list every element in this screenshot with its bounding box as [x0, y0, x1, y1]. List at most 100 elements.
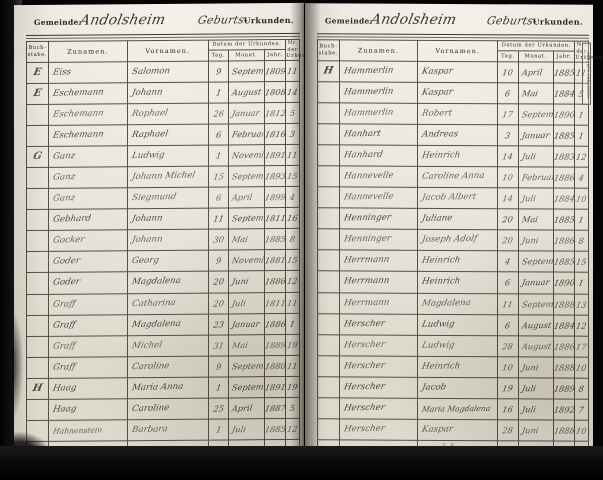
cell-tag-text: 15 — [212, 171, 225, 182]
cell-nr: 12 — [574, 314, 589, 336]
cell-jahr-text: 1883 — [552, 151, 576, 162]
cell-tag-text: 9 — [214, 65, 222, 77]
cell-tag-text: 14 — [501, 193, 514, 204]
cell-nr-text: 19 — [286, 339, 299, 350]
cell-nr-text: 7 — [578, 404, 586, 415]
cell-jahr: 1886 — [553, 230, 575, 252]
cell-jahr: 1892 — [553, 399, 575, 421]
cell-zuname: Herscher — [339, 397, 418, 420]
cell-buchstabe-text — [27, 410, 48, 411]
cell-zuname-text: Herrmann — [342, 255, 390, 266]
cell-vorname-text: Johann — [131, 86, 164, 98]
cell-buchstabe-text — [318, 366, 339, 367]
cell-zuname-text: Eschemann — [51, 108, 105, 120]
cell-monat-text: Juni — [231, 276, 250, 287]
cell-monat: April — [228, 397, 264, 420]
cell-tag-text: 10 — [501, 172, 514, 183]
cell-monat-text: Juli — [231, 297, 247, 308]
cell-vorname-text: Jacob Albert — [421, 192, 478, 203]
cell-buchstabe-text: E — [32, 66, 43, 79]
cell-buchstabe-text — [318, 282, 339, 283]
cell-buchstabe — [26, 357, 49, 379]
cell-tag: 14 — [497, 187, 519, 210]
cell-monat: September — [518, 251, 554, 273]
cell-zuname: Hammerlin — [339, 60, 418, 82]
record-kind-label-right: Urkunden. — [532, 16, 583, 27]
cell-zuname-text: Hanhart — [342, 128, 382, 140]
cell-zuname-text: Graff — [51, 340, 76, 352]
cell-jahr-text: 1899 — [263, 191, 287, 203]
cell-buchstabe-text — [27, 346, 48, 347]
cell-jahr-text: 1885 — [552, 66, 576, 78]
cell-vorname: Raphael — [127, 123, 209, 146]
cell-tag-text: 25 — [212, 403, 225, 414]
cell-monat-text: Juni — [520, 425, 539, 436]
cell-vorname: Magdalena — [127, 313, 209, 336]
cell-jahr-text: 1891 — [263, 149, 287, 161]
cell-vorname-text: Raphael — [131, 128, 169, 140]
cell-monat: September — [228, 355, 265, 377]
cell-monat-text: September — [231, 360, 265, 372]
table-row: Hanhard Heinrich 14 Juli 1883 12 — [317, 144, 589, 168]
cell-jahr: 1885 — [552, 61, 576, 83]
cell-vorname: Ludwig — [417, 335, 498, 357]
cell-nr-text: 1 — [578, 278, 586, 289]
cell-tag-text: 20 — [212, 276, 225, 288]
cell-vorname: Johann — [127, 208, 209, 230]
cell-tag: 6 — [208, 123, 229, 145]
cell-vorname: Heinrich — [417, 250, 498, 273]
cell-zuname-text: Ganz — [51, 193, 76, 204]
cell-monat: Januar — [228, 102, 264, 124]
cell-vorname-text: Ludwig — [421, 319, 456, 330]
cell-vorname-text: Georg — [131, 255, 160, 267]
cell-vorname: Jacob — [417, 377, 498, 399]
cell-buchstabe — [317, 313, 340, 335]
cell-jahr-text: 1811 — [263, 297, 287, 308]
cell-buchstabe — [26, 167, 49, 189]
cell-monat-text: Mai — [231, 234, 249, 245]
cell-monat-text: September — [231, 65, 265, 76]
cell-tag-text: 10 — [501, 66, 514, 77]
table-head-left: Buch- stabe. Zunamen. Vornamen. Datum de… — [26, 39, 316, 63]
cell-jahr: 1888 — [553, 293, 575, 315]
cell-jahr: 1886 — [263, 270, 287, 293]
cell-tag: 30 — [208, 229, 229, 251]
cell-vorname: Ludwig — [417, 313, 498, 336]
cell-tag: 28 — [497, 335, 519, 357]
cell-buchstabe-text — [27, 178, 48, 179]
cell-tag-text: 23 — [212, 319, 225, 330]
cell-buchstabe — [26, 314, 49, 337]
gemeinde-label-right: Gemeinde: — [325, 16, 373, 26]
cell-monat: Februar — [228, 123, 264, 145]
cell-nr: 11 — [285, 291, 300, 314]
cell-monat: September — [518, 103, 554, 125]
cell-zuname: Gebhard — [48, 208, 128, 231]
cell-monat-text: September — [231, 212, 265, 224]
cell-zuname-text: Ganz — [51, 172, 76, 183]
cell-zuname-text: Herscher — [342, 360, 386, 372]
cell-monat: Juli — [518, 187, 554, 210]
cell-vorname: Rophael — [127, 102, 209, 125]
cell-tag: 1 — [208, 376, 229, 399]
table-row: Gocker Johann 30 Mai 1885 8 — [26, 228, 300, 252]
cell-monat-text: April — [520, 66, 543, 77]
table-row: Hahnenstein Barbara 1 Juli 1885 12 — [26, 418, 300, 442]
cell-buchstabe — [317, 81, 340, 103]
cell-jahr-text: 1888 — [552, 362, 576, 373]
cell-nr: 15 — [285, 249, 300, 271]
cell-buchstabe-text — [318, 155, 339, 156]
record-kind-script-right: Geburts- — [485, 14, 539, 28]
cell-nr: 4 — [285, 186, 300, 208]
cell-vorname-text: Joseph Adolf — [421, 234, 479, 246]
cell-buchstabe: H — [26, 378, 49, 400]
cell-jahr: 1811 — [263, 292, 287, 314]
cell-nr-text: 3 — [289, 128, 297, 139]
cell-vorname-text: Heinrich — [421, 255, 462, 267]
table-row: H Haag Maria Anna 1 September 1891 19 — [26, 376, 300, 400]
cell-zuname: Goder — [48, 251, 128, 273]
cell-vorname: Salomon — [127, 60, 209, 83]
cell-jahr-text: 1886 — [263, 276, 287, 287]
cell-vorname-text: Magdalena — [131, 318, 182, 330]
cell-tag: 23 — [208, 313, 229, 335]
col-header-datum-group-right: Datum der Urkunden. — [497, 40, 575, 52]
